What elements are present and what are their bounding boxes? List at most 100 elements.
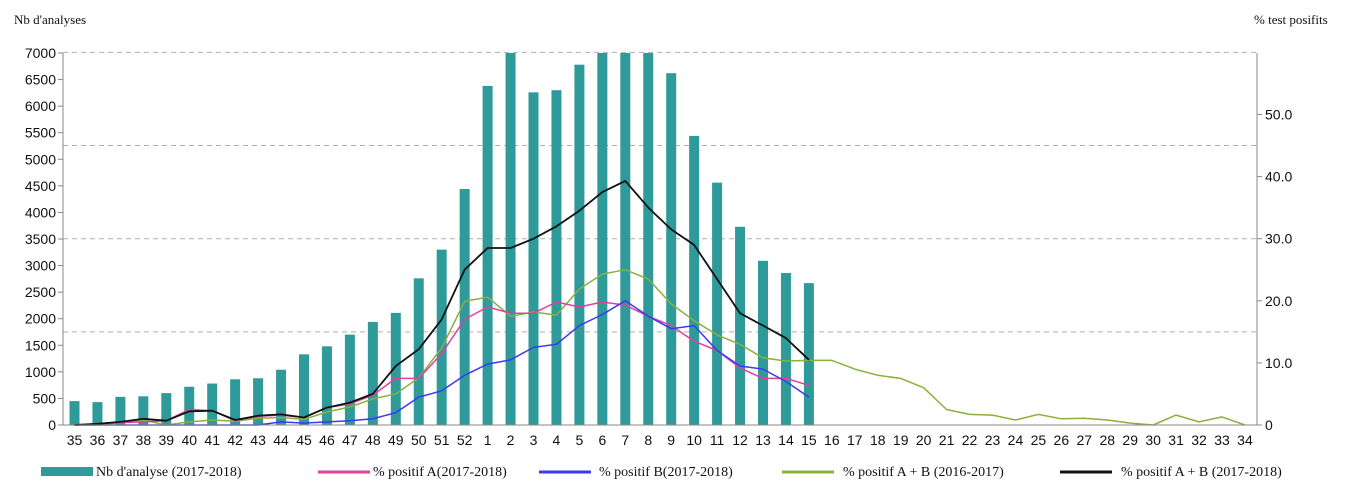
legend-item-pos-ab-1718: % positif A + B (2017-2018): [1060, 465, 1282, 480]
legend-label-pos-ab-1617: % positif A + B (2016-2017): [843, 465, 1004, 480]
bar-series-nb-analyses: [69, 53, 814, 426]
x-tick-label: 1: [484, 432, 492, 448]
bar: [161, 393, 172, 425]
left-tick-label: 7000: [25, 45, 56, 61]
x-tick-label: 17: [847, 432, 863, 448]
x-tick-label: 32: [1191, 432, 1207, 448]
legend-item-pos-b: % positif B(2017-2018): [539, 465, 733, 480]
x-tick-label: 20: [916, 432, 932, 448]
right-axis-ticks: 0 10.0 20.0 30.0 40.0 50.0: [1257, 106, 1292, 433]
x-tick-label: 48: [365, 432, 381, 448]
bar: [551, 90, 562, 425]
x-tick-label: 3: [530, 432, 538, 448]
bar: [207, 383, 218, 425]
right-axis-title: % test posifits: [1254, 12, 1328, 27]
x-tick-label: 51: [434, 432, 450, 448]
legend-swatch-bars: [41, 467, 93, 476]
bar: [780, 273, 791, 425]
x-tick-label: 31: [1168, 432, 1184, 448]
x-tick-label: 37: [113, 432, 129, 448]
x-tick-label: 8: [644, 432, 652, 448]
bar: [115, 396, 126, 425]
x-tick-label: 47: [342, 432, 358, 448]
left-axis-ticks: 0 500 1000 1500 2000 2500 3000 3500 4000 4500 5000…: [25, 45, 63, 433]
x-tick-label: 4: [553, 432, 561, 448]
left-tick-label: 2500: [25, 284, 56, 300]
bar: [459, 189, 470, 425]
left-tick-label: 5500: [25, 125, 56, 141]
left-tick-label: 5000: [25, 151, 56, 167]
bar: [505, 53, 516, 425]
bar: [758, 260, 768, 425]
x-tick-label: 11: [710, 432, 725, 448]
bar: [643, 53, 654, 425]
bar: [803, 283, 814, 425]
bar: [666, 73, 677, 426]
x-tick-label: 36: [90, 432, 106, 448]
x-tick-label: 5: [576, 432, 584, 448]
series-line-pos-ab-1617: [74, 268, 1246, 426]
bar: [689, 135, 700, 425]
x-tick-label: 44: [273, 432, 289, 448]
x-tick-label: 40: [181, 432, 197, 448]
x-tick-label: 18: [870, 432, 886, 448]
x-tick-label: 13: [755, 432, 771, 448]
bar: [230, 379, 241, 425]
series-line-pos-a: [74, 301, 810, 426]
left-axis-title: Nb d'analyses: [14, 12, 86, 27]
bar: [276, 369, 287, 425]
x-tick-label: 42: [227, 432, 243, 448]
x-tick-label: 43: [250, 432, 266, 448]
left-tick-label: 1000: [25, 364, 56, 380]
x-tick-label: 21: [939, 432, 955, 448]
x-tick-label: 33: [1214, 432, 1230, 448]
series-line-pos-ab-1718: [74, 179, 810, 426]
bar: [69, 401, 80, 425]
x-tick-label: 52: [457, 432, 473, 448]
right-tick-label: 10.0: [1265, 355, 1292, 371]
legend-label-pos-b: % positif B(2017-2018): [599, 465, 733, 480]
bar: [436, 249, 447, 425]
left-tick-label: 6500: [25, 72, 56, 88]
right-tick-label: 50.0: [1265, 106, 1292, 122]
left-tick-label: 4000: [25, 204, 56, 220]
legend-item-bars: Nb d'analyse (2017-2018): [41, 465, 242, 480]
x-tick-label: 49: [388, 432, 404, 448]
x-tick-label: 41: [204, 432, 220, 448]
x-tick-label: 29: [1122, 432, 1138, 448]
x-axis-ticks: 35 36 37 38 39 40 41 42 43 44 45 46 47 48 49 50 51 52 1 2 3 4…: [67, 432, 1253, 448]
left-tick-label: 0: [48, 417, 56, 433]
right-tick-label: 30.0: [1265, 231, 1292, 247]
x-tick-label: 22: [962, 432, 978, 448]
left-tick-label: 4500: [25, 178, 56, 194]
x-tick-label: 26: [1054, 432, 1070, 448]
x-tick-label: 16: [824, 432, 840, 448]
x-tick-label: 23: [985, 432, 1001, 448]
legend-item-pos-ab-1617: % positif A + B (2016-2017): [782, 465, 1004, 480]
left-tick-label: 500: [33, 390, 57, 406]
left-tick-label: 2000: [25, 311, 56, 327]
bar: [344, 334, 355, 425]
x-tick-label: 39: [159, 432, 175, 448]
bar: [712, 182, 723, 425]
x-tick-label: 10: [686, 432, 702, 448]
x-tick-label: 27: [1077, 432, 1093, 448]
bar: [138, 396, 149, 425]
bar: [367, 321, 378, 425]
legend-item-pos-a: % positif A(2017-2018): [318, 465, 507, 480]
bar: [321, 346, 332, 425]
bar: [620, 53, 631, 425]
x-tick-label: 24: [1008, 432, 1024, 448]
bar: [299, 354, 309, 425]
x-tick-label: 28: [1099, 432, 1115, 448]
grid-lines: [63, 51, 1257, 333]
x-tick-label: 46: [319, 432, 335, 448]
legend-label-pos-ab-1718: % positif A + B (2017-2018): [1121, 465, 1282, 480]
bar: [413, 278, 424, 425]
bar: [597, 53, 608, 425]
x-tick-label: 7: [621, 432, 629, 448]
right-tick-label: 20.0: [1265, 293, 1292, 309]
line-series-group: [74, 179, 1246, 426]
legend-label-bars: Nb d'analyse (2017-2018): [96, 465, 242, 480]
